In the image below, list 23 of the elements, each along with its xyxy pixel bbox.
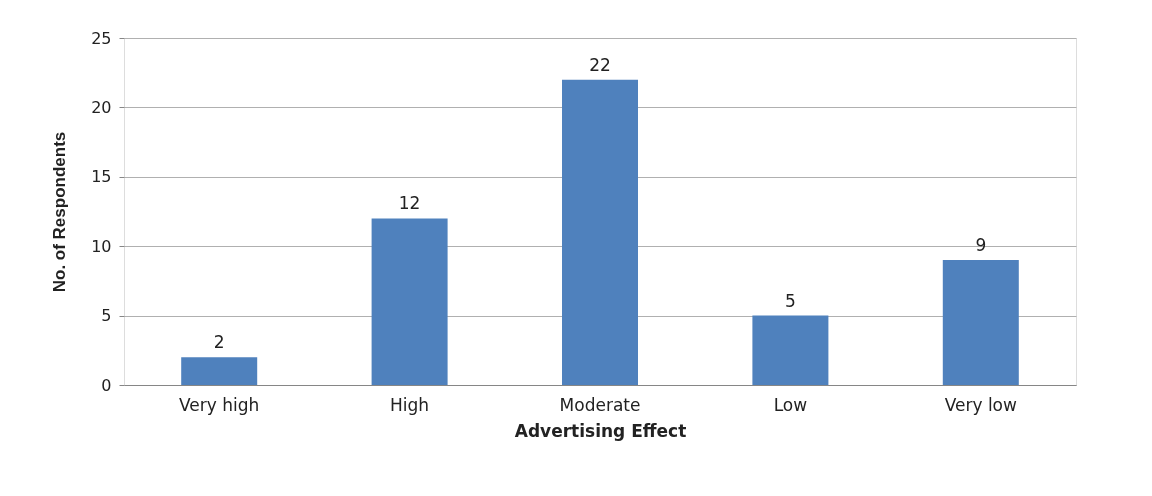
data-label: 22 [589,54,611,75]
bar [371,218,448,385]
y-tick-label: 15 [91,167,112,187]
y-tick-label: 5 [101,306,112,326]
bar [181,357,258,385]
data-label: 5 [784,290,796,311]
data-label: 9 [975,235,987,256]
y-axis-title: No. of Respondents [50,131,70,293]
data-label: 12 [398,193,421,214]
bar [942,260,1019,385]
data-label: 2 [213,332,225,353]
x-tick-label: High [390,394,430,415]
y-tick-label: 0 [101,375,112,395]
x-tick-label: Low [773,394,808,415]
y-tick-label: 20 [91,97,112,117]
x-tick-label: Very high [179,394,260,415]
x-axis-title: Advertising Effect [514,420,687,441]
y-tick-label: 10 [91,236,112,256]
x-tick-label: Very low [944,394,1018,415]
y-tick-label: 25 [91,28,112,48]
bar [562,79,638,385]
bar [752,315,829,385]
x-tick-label: Moderate [559,394,641,415]
